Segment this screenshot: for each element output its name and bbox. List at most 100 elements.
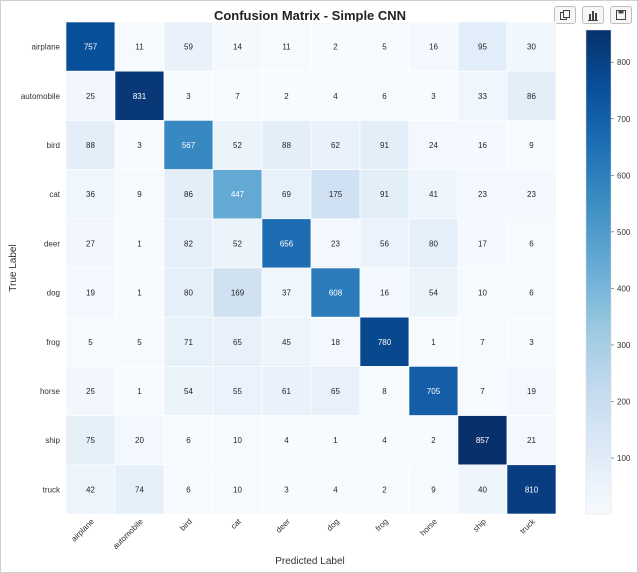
cell-value-label: 567 — [182, 141, 196, 150]
cell-value-label: 88 — [86, 141, 95, 150]
heatmap-cell — [457, 464, 508, 515]
y-tick-label: dog — [47, 289, 60, 298]
x-axis-label: Predicted Label — [275, 556, 345, 567]
heatmap-cell — [212, 169, 263, 220]
x-tick-labels: airplane automobile bird cat deer dog frog hors… — [69, 516, 537, 551]
cell-value-label: 95 — [478, 43, 487, 52]
heatmap-cell — [310, 316, 361, 367]
cell-value-label: 91 — [380, 190, 389, 199]
cell-value-label: 11 — [135, 43, 144, 52]
cell-value-label: 656 — [280, 239, 294, 248]
cell-value-label: 1 — [333, 436, 338, 445]
cell-value-label: 9 — [431, 485, 436, 494]
x-tick-label: ship — [471, 517, 488, 534]
cell-value-label: 23 — [331, 239, 340, 248]
cell-value-label: 6 — [382, 92, 387, 101]
cell-value-label: 4 — [284, 436, 289, 445]
cell-value-label: 19 — [527, 387, 536, 396]
cell-value-label: 52 — [233, 141, 242, 150]
cell-value-label: 55 — [233, 387, 242, 396]
cell-value-label: 30 — [527, 43, 536, 52]
cell-value-label: 3 — [529, 338, 534, 347]
heatmap-cell — [114, 464, 165, 515]
cell-value-label: 7 — [480, 338, 485, 347]
x-tick-label: horse — [418, 517, 439, 538]
cell-value-label: 9 — [137, 190, 142, 199]
cell-value-label: 19 — [86, 289, 95, 298]
cell-value-label: 4 — [333, 92, 338, 101]
cell-value-label: 5 — [137, 338, 142, 347]
heatmap-cell — [359, 464, 410, 515]
cell-value-label: 17 — [478, 239, 487, 248]
heatmap-cell — [506, 21, 557, 72]
figure-toolbar — [554, 6, 632, 24]
cell-value-label: 6 — [529, 239, 534, 248]
cell-value-label: 69 — [282, 190, 291, 199]
heatmap-cell — [310, 267, 361, 318]
cell-value-label: 8 — [382, 387, 387, 396]
cell-value-label: 1 — [137, 239, 142, 248]
heatmap-cell — [114, 316, 165, 367]
heatmap-cell — [408, 366, 459, 416]
y-tick-label: automobile — [21, 92, 61, 101]
heatmap-cell — [65, 169, 116, 220]
heatmap-cell — [212, 366, 263, 416]
cell-value-label: 705 — [427, 387, 441, 396]
cell-value-label: 831 — [133, 92, 147, 101]
heatmap-cell — [65, 464, 116, 515]
cell-value-label: 24 — [429, 141, 438, 150]
cell-value-label: 5 — [88, 338, 93, 347]
cell-value-label: 2 — [382, 485, 387, 494]
cell-value-label: 447 — [231, 190, 245, 199]
cell-value-label: 71 — [184, 338, 193, 347]
heatmap-cell — [506, 169, 557, 220]
cell-value-label: 56 — [380, 239, 389, 248]
heatmap-cell — [457, 70, 508, 121]
cell-value-label: 16 — [478, 141, 487, 150]
heatmap-cell — [261, 316, 312, 367]
cell-value-label: 10 — [233, 485, 242, 494]
heatmap-cell — [212, 464, 263, 515]
heatmap-cell — [310, 169, 361, 220]
heatmap-cell — [163, 21, 214, 72]
x-tick-label: truck — [518, 516, 537, 535]
heatmap-cell — [114, 218, 165, 269]
colorbar-tick-label: 100 — [617, 454, 631, 463]
x-tick-label: cat — [229, 517, 243, 531]
cell-value-label: 6 — [186, 485, 191, 494]
heatmap-cell — [163, 464, 214, 515]
colorbar — [585, 29, 612, 515]
cell-value-label: 7 — [235, 92, 240, 101]
heatmap-cell — [163, 169, 214, 220]
heatmap-cell — [310, 70, 361, 121]
cell-value-label: 14 — [233, 43, 242, 52]
cell-value-label: 608 — [329, 289, 343, 298]
heatmap-cell — [506, 218, 557, 269]
heatmap-cell — [212, 70, 263, 121]
cell-value-label: 65 — [331, 387, 340, 396]
cell-value-label: 5 — [382, 43, 387, 52]
chart-button[interactable] — [582, 6, 604, 24]
heatmap-cell — [359, 316, 410, 367]
heatmap-cell — [114, 70, 165, 121]
save-button[interactable] — [610, 6, 632, 24]
cell-value-label: 6 — [529, 289, 534, 298]
save-icon — [616, 10, 626, 20]
copy-icon — [560, 10, 570, 20]
y-tick-label: deer — [44, 239, 60, 248]
heatmap-cell — [359, 415, 410, 466]
y-axis-label: True Label — [8, 244, 19, 291]
colorbar-tick-label: 400 — [617, 284, 631, 293]
y-tick-label: horse — [40, 387, 61, 396]
cell-value-label: 88 — [282, 141, 291, 150]
y-tick-label: ship — [45, 436, 60, 445]
colorbar-tick-label: 700 — [617, 115, 631, 124]
copy-button[interactable] — [554, 6, 576, 24]
heatmap-cell — [261, 267, 312, 318]
cell-value-label: 20 — [135, 436, 144, 445]
cell-value-label: 3 — [431, 92, 436, 101]
heatmap-cell — [408, 415, 459, 466]
heatmap-cell — [408, 120, 459, 170]
x-tick-label: airplane — [69, 517, 96, 544]
